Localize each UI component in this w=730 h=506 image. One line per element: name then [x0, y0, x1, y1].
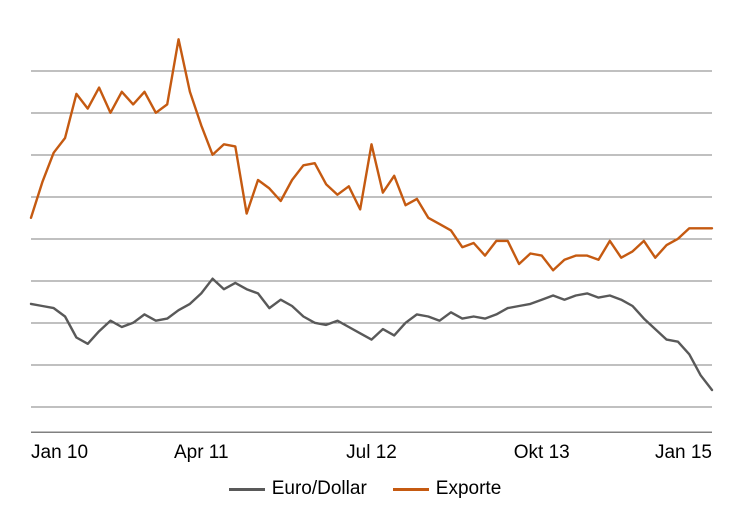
x-tick-label: Jan 10 [31, 442, 88, 463]
gridlines [31, 70, 712, 408]
x-tick-label: Jan 15 [655, 442, 712, 463]
x-tick-label: Apr 11 [174, 442, 229, 463]
legend-label-euro-dollar: Euro/Dollar [271, 478, 367, 499]
series-line-0 [29, 277, 714, 392]
legend-swatch-exporte [392, 487, 429, 491]
legend-item-euro-dollar: Euro/Dollar [228, 478, 367, 500]
chart-legend: Euro/Dollar Exporte [0, 472, 730, 506]
x-tick-label: Okt 13 [514, 442, 570, 463]
series-line-1 [29, 38, 714, 272]
legend-label-exporte: Exporte [435, 478, 502, 499]
x-tick-label: Jul 12 [346, 442, 397, 463]
legend-swatch-euro-dollar [228, 487, 265, 491]
legend-item-exporte: Exporte [392, 478, 502, 500]
